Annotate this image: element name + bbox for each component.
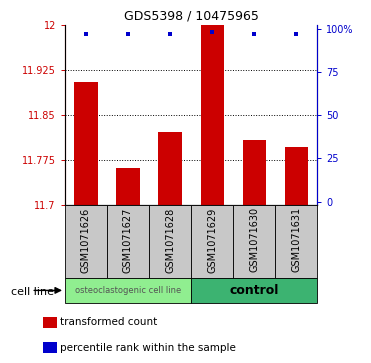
Bar xyxy=(65,205,107,278)
Bar xyxy=(200,25,224,205)
Point xyxy=(167,31,173,37)
Bar xyxy=(233,205,275,278)
Bar xyxy=(107,205,149,278)
Point xyxy=(125,31,131,37)
Text: control: control xyxy=(229,284,279,297)
Point xyxy=(251,31,257,37)
Text: GSM1071627: GSM1071627 xyxy=(123,207,133,273)
Text: GSM1071631: GSM1071631 xyxy=(291,207,301,272)
Bar xyxy=(191,205,233,278)
Point xyxy=(83,31,89,37)
Text: osteoclastogenic cell line: osteoclastogenic cell line xyxy=(75,286,181,295)
Bar xyxy=(74,82,98,205)
Text: percentile rank within the sample: percentile rank within the sample xyxy=(60,343,236,353)
Bar xyxy=(285,147,308,205)
Text: transformed count: transformed count xyxy=(60,317,157,327)
Bar xyxy=(158,132,181,205)
Bar xyxy=(243,140,266,205)
Text: GSM1071630: GSM1071630 xyxy=(249,207,259,272)
Bar xyxy=(116,168,139,205)
Bar xyxy=(275,205,317,278)
Text: GSM1071629: GSM1071629 xyxy=(207,207,217,273)
Text: cell line: cell line xyxy=(11,287,54,297)
Bar xyxy=(65,278,191,303)
Point xyxy=(209,29,215,35)
Text: GSM1071626: GSM1071626 xyxy=(81,207,91,273)
Text: GSM1071628: GSM1071628 xyxy=(165,207,175,273)
Bar xyxy=(191,278,317,303)
Title: GDS5398 / 10475965: GDS5398 / 10475965 xyxy=(124,10,259,23)
Bar xyxy=(149,205,191,278)
Point xyxy=(293,31,299,37)
